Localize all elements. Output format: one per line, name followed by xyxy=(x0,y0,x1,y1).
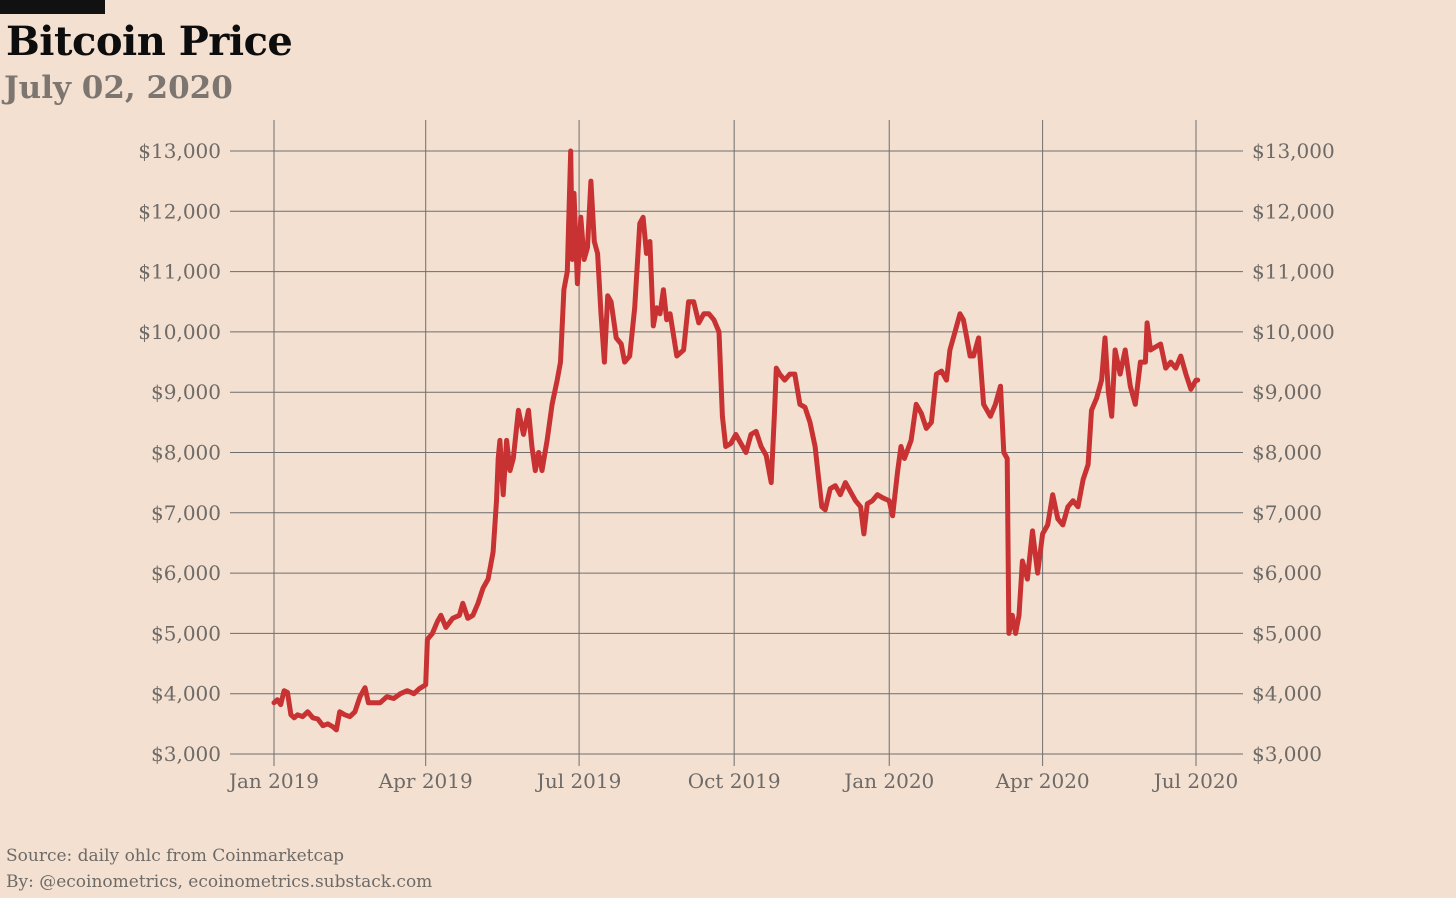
y-tick-label-right: $11,000 xyxy=(1252,260,1335,284)
byline-note: By: @ecoinometrics, ecoinometrics.substa… xyxy=(6,872,433,892)
tick-label-layer: $3,000 $3,000 $4,000 $4,000 $5,000 $5,000 $6,0… xyxy=(138,139,1334,793)
y-tick-label-right: $7,000 xyxy=(1252,501,1322,525)
y-tick-label-right: $13,000 xyxy=(1252,139,1335,163)
y-tick-label-right: $3,000 xyxy=(1252,742,1322,766)
y-tick-label-left: $7,000 xyxy=(151,501,221,525)
y-tick-label-right: $12,000 xyxy=(1252,199,1335,223)
y-tick-label-left: $8,000 xyxy=(151,441,221,465)
y-tick-label-left: $4,000 xyxy=(151,682,221,706)
y-tick-label-left: $9,000 xyxy=(151,380,221,404)
y-tick-label-left: $10,000 xyxy=(138,320,221,344)
source-note: Source: daily ohlc from Coinmarketcap xyxy=(6,846,345,866)
y-tick-label-left: $11,000 xyxy=(138,260,221,284)
x-tick-label: Apr 2019 xyxy=(378,769,473,793)
y-tick-label-left: $13,000 xyxy=(138,139,221,163)
y-tick-label-right: $4,000 xyxy=(1252,682,1322,706)
y-tick-label-right: $8,000 xyxy=(1252,441,1322,465)
title-accent-bar xyxy=(0,0,105,14)
x-tick-label: Jan 2020 xyxy=(842,769,934,793)
y-tick-label-right: $10,000 xyxy=(1252,320,1335,344)
y-tick-label-right: $5,000 xyxy=(1252,621,1322,645)
y-tick-label-left: $5,000 xyxy=(151,621,221,645)
x-tick-label: Jul 2020 xyxy=(1152,769,1239,793)
x-tick-label: Apr 2020 xyxy=(995,769,1090,793)
x-tick-label: Jan 2019 xyxy=(227,769,319,793)
x-tick-label: Jul 2019 xyxy=(535,769,622,793)
price-line xyxy=(271,148,1201,733)
series-layer xyxy=(271,148,1201,733)
grid-layer xyxy=(230,120,1243,766)
y-tick-label-left: $6,000 xyxy=(151,561,221,585)
y-tick-label-left: $12,000 xyxy=(138,199,221,223)
chart-subtitle: July 02, 2020 xyxy=(4,70,233,106)
x-tick-label: Oct 2019 xyxy=(688,769,781,793)
chart-title: Bitcoin Price xyxy=(6,18,293,65)
y-tick-label-right: $6,000 xyxy=(1252,561,1322,585)
y-tick-label-right: $9,000 xyxy=(1252,380,1322,404)
y-tick-label-left: $3,000 xyxy=(151,742,221,766)
